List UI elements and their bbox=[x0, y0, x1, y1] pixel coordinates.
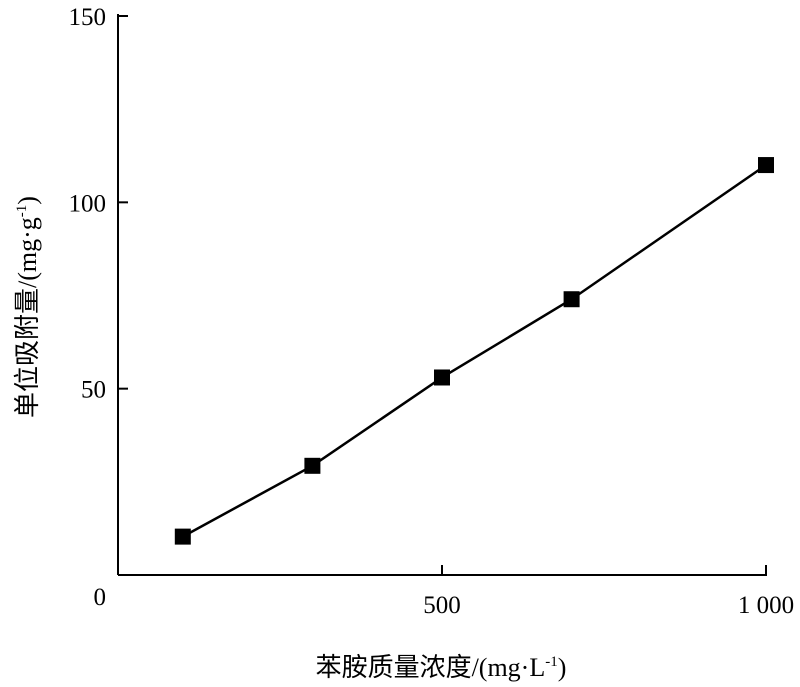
x-tick-label: 1 000 bbox=[738, 592, 794, 619]
data-point-marker bbox=[758, 157, 774, 174]
y-tick-label: 50 bbox=[81, 377, 106, 404]
series-line bbox=[182, 164, 767, 538]
x-axis-title: 苯胺质量浓度/(mg·L-1) bbox=[316, 653, 567, 682]
y-tick-label: 100 bbox=[69, 190, 107, 217]
series-markers bbox=[174, 157, 774, 545]
x-tick-label: 500 bbox=[423, 592, 461, 619]
y-tick-label: 150 bbox=[69, 4, 107, 31]
data-point-marker bbox=[304, 457, 321, 474]
data-point-marker bbox=[434, 369, 450, 386]
x-ticks: 500 1 000 bbox=[423, 565, 794, 619]
data-point-marker bbox=[174, 528, 191, 545]
y-ticks: 0 50 100 150 bbox=[69, 4, 128, 611]
plot-area bbox=[174, 157, 774, 545]
data-point-marker bbox=[563, 291, 580, 308]
axes bbox=[117, 14, 767, 576]
y-axis-title: 单位吸附量/(mg·g-1) bbox=[13, 196, 42, 418]
y-tick-label: 0 bbox=[94, 584, 107, 611]
